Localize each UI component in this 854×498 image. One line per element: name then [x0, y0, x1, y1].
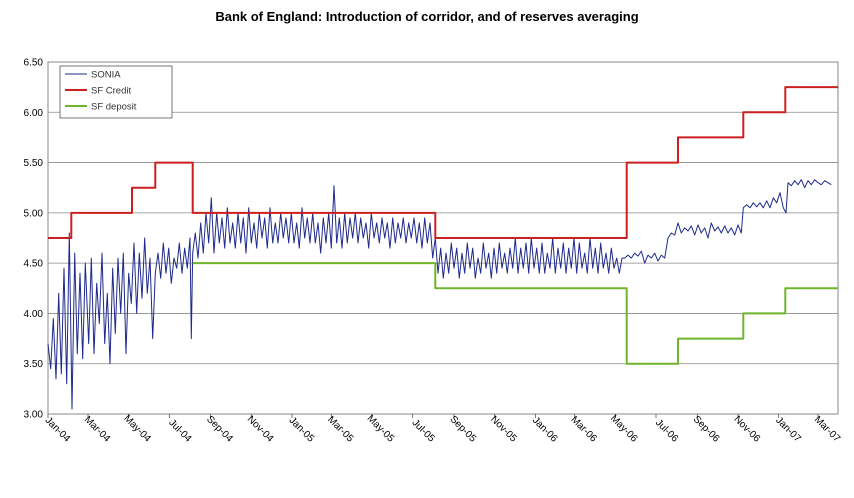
x-tick-label: May-06	[608, 413, 640, 445]
series-line-sonia	[47, 179, 832, 410]
chart-title: Bank of England: Introduction of corrido…	[215, 9, 639, 24]
y-tick-label: 4.00	[24, 309, 44, 320]
series-layer	[47, 86, 838, 410]
y-tick-label: 4.50	[24, 259, 44, 270]
x-tick-label: Sep-06	[691, 414, 722, 445]
legend-label: SF deposit	[91, 102, 137, 113]
x-tick-label: Sep-04	[204, 414, 235, 445]
x-tick-label: May-05	[365, 413, 397, 445]
x-tick-label: Mar-06	[569, 414, 599, 444]
x-tick-label: May-04	[121, 413, 153, 445]
x-tick-label: Nov-06	[731, 414, 762, 445]
x-tick-label: Jan-05	[287, 415, 317, 445]
x-tick-label: Jul-06	[653, 417, 680, 444]
series-line-sf-credit	[48, 86, 838, 239]
x-tick-label: Mar-04	[82, 414, 112, 444]
x-tick-label: Mar-07	[812, 414, 842, 444]
series-line-sf-deposit	[192, 262, 838, 365]
x-tick-label: Jan-06	[530, 415, 560, 445]
x-tick-label: Jan-04	[43, 415, 73, 445]
x-tick-label: Nov-05	[488, 414, 519, 445]
y-tick-label: 5.00	[24, 208, 44, 219]
y-tick-label: 5.50	[24, 158, 44, 169]
legend-box	[59, 65, 173, 119]
y-tick-label: 6.00	[24, 108, 44, 119]
x-axis: Jan-04 Mar-04 May-04 Jul-04 Sep-04 Nov-04 Jan-…	[43, 413, 843, 445]
legend-label: SONIA	[91, 70, 121, 81]
x-tick-label: Mar-05	[325, 414, 355, 444]
x-tick-label: Jan-07	[773, 415, 803, 445]
y-axis: 3.00 3.50 4.00 4.50 5.00 5.50 6.00 6.50	[24, 58, 44, 421]
legend-label: SF Credit	[91, 86, 131, 97]
x-tick-label: Jul-04	[166, 417, 193, 444]
y-tick-label: 3.00	[24, 410, 44, 421]
x-tick-label: Nov-04	[245, 414, 276, 445]
x-tick-label: Sep-05	[447, 414, 478, 445]
legend: SONIA SF Credit SF deposit	[59, 65, 173, 119]
x-tick-label: Jul-05	[410, 417, 437, 444]
y-tick-label: 3.50	[24, 359, 44, 370]
y-tick-label: 6.50	[24, 58, 44, 69]
